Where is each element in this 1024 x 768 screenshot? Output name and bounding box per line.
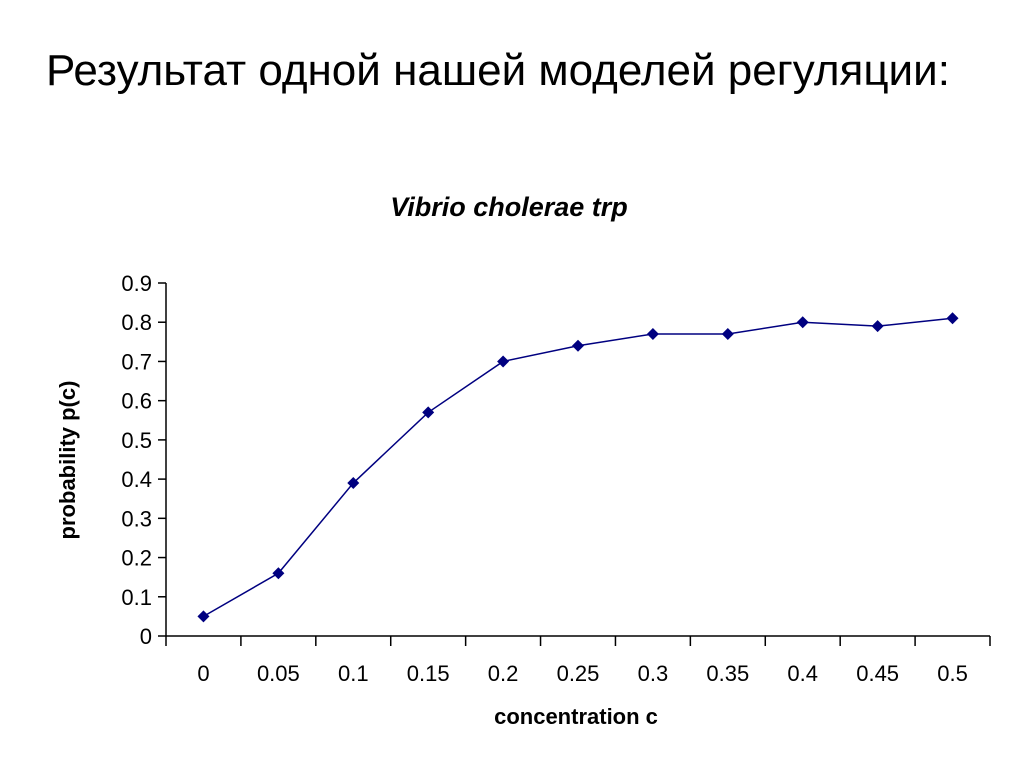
data-point xyxy=(497,355,510,368)
chart-title: Vibrio cholerae trp xyxy=(0,192,1024,223)
x-tick-label: 0.3 xyxy=(638,661,669,686)
data-point xyxy=(871,320,884,333)
data-point xyxy=(721,327,734,340)
chart-title-text: Vibrio cholerae trp xyxy=(390,192,628,222)
series-line xyxy=(203,317,953,618)
data-point xyxy=(347,477,360,490)
y-tick-label: 0.9 xyxy=(121,271,152,296)
y-axis-label: probability p(c) xyxy=(55,381,80,540)
y-tick-label: 0.8 xyxy=(121,310,152,335)
x-tick-label: 0 xyxy=(197,661,209,686)
data-point xyxy=(572,339,584,352)
y-tick-label: 0.7 xyxy=(121,349,152,374)
y-tick-label: 0.1 xyxy=(121,585,152,610)
x-axis: 0 0.05 0.1 0.15 0.2 0.25 0.3 0.35 0.4 0.45 0.5 xyxy=(165,635,991,686)
slide-title: Результат одной нашей моделей регуляции: xyxy=(46,46,950,95)
x-tick-label: 0.35 xyxy=(706,661,749,686)
x-tick-label: 0.4 xyxy=(787,661,818,686)
y-tick-label: 0.2 xyxy=(121,546,152,571)
data-point xyxy=(422,406,435,419)
data-point xyxy=(796,316,809,329)
x-tick-label: 0.15 xyxy=(407,661,450,686)
data-point xyxy=(946,312,959,325)
y-axis: 0 0.1 0.2 0.3 0.4 0.5 0.6 0.7 0.8 0.9 xyxy=(121,271,167,649)
y-tick-label: 0.5 xyxy=(121,428,152,453)
data-point xyxy=(197,610,210,623)
x-tick-label: 0.5 xyxy=(937,661,968,686)
y-tick-label: 0.3 xyxy=(121,506,152,531)
x-tick-label: 0.45 xyxy=(856,661,899,686)
plot-area xyxy=(197,312,959,623)
data-point xyxy=(646,327,659,340)
x-tick-label: 0.2 xyxy=(488,661,519,686)
x-tick-label: 0.1 xyxy=(338,661,369,686)
y-tick-label: 0 xyxy=(140,624,152,649)
x-axis-label: concentration c xyxy=(494,704,658,729)
x-tick-label: 0.25 xyxy=(557,661,600,686)
y-tick-label: 0.6 xyxy=(121,389,152,414)
y-tick-label: 0.4 xyxy=(121,467,152,492)
data-point xyxy=(272,567,285,580)
x-tick-label: 0.05 xyxy=(257,661,300,686)
